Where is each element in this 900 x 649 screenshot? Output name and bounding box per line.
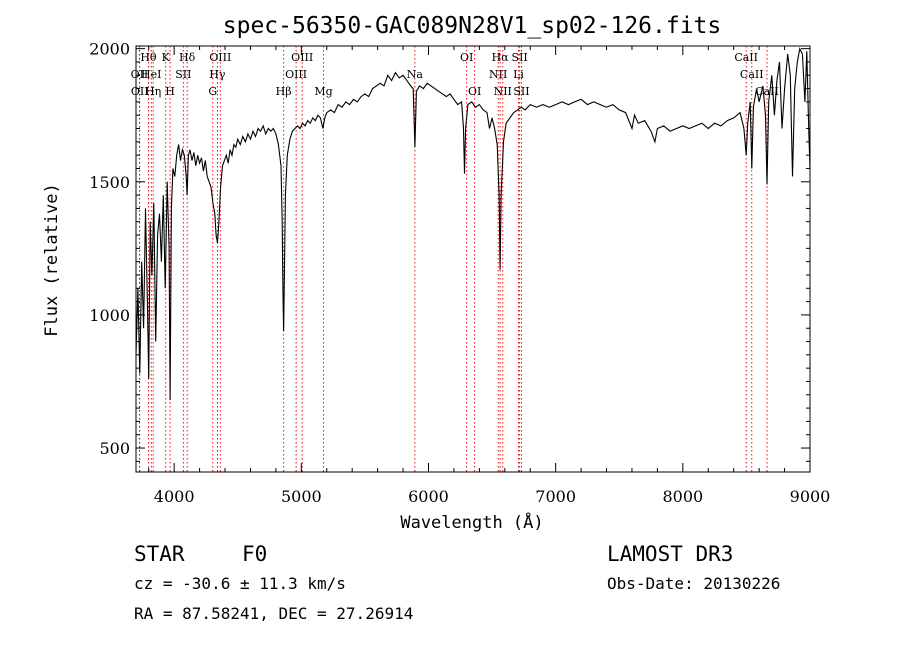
x-tick-label-4: 8000 — [662, 487, 703, 506]
line-marker-label-4: Hη — [145, 85, 161, 98]
x-tick-label-5: 9000 — [790, 487, 831, 506]
line-marker-label-6: H — [165, 85, 175, 98]
plot-frame — [135, 45, 811, 473]
line-marker-label-13: OIII — [285, 68, 307, 81]
line-marker-labels: HθOIIOIIHeIHηKHSIIHδGOIIIHγHβOIIIOIIIMgN… — [131, 51, 779, 98]
line-marker-label-20: NII — [489, 68, 507, 81]
line-marker-label-22: Li — [513, 68, 524, 81]
survey-name: LAMOST DR3 — [607, 542, 733, 566]
line-marker-label-11: Hγ — [209, 68, 226, 81]
spectrum-line — [135, 46, 811, 401]
line-marker-label-19: Hα — [492, 51, 510, 64]
line-marker-label-3: HeI — [141, 68, 161, 81]
x-tick-label-0: 4000 — [154, 487, 195, 506]
line-marker-label-17: OI — [460, 51, 473, 64]
y-axis: 500 1000 1500 2000 — [89, 40, 810, 462]
redshift-text: cz = -30.6 ± 11.3 km/s — [134, 574, 346, 593]
y-axis-label: Flux (relative) — [42, 183, 62, 337]
line-marker-label-18: OI — [468, 85, 481, 98]
line-marker-label-12: Hβ — [276, 85, 292, 98]
object-class: STAR — [134, 542, 185, 566]
line-marker-label-2: OII — [131, 85, 149, 98]
chart-title: spec-56350-GAC089N28V1_sp02-126.fits — [223, 13, 722, 39]
line-marker-label-5: K — [162, 51, 171, 64]
line-marker-label-16: Na — [407, 68, 424, 81]
y-tick-label-3: 2000 — [89, 40, 130, 59]
line-marker-label-9: G — [208, 85, 217, 98]
x-axis: 4000 5000 6000 7000 8000 9000 — [148, 46, 831, 506]
line-marker-label-24: SII — [513, 85, 529, 98]
object-subclass: F0 — [242, 542, 267, 566]
x-tick-label-1: 5000 — [281, 487, 322, 506]
line-marker-label-1: OII — [131, 68, 149, 81]
y-tick-label-0: 500 — [99, 439, 130, 458]
line-marker-label-14: OIII — [291, 51, 313, 64]
line-marker-label-15: Mg — [314, 85, 332, 98]
x-tick-label-2: 6000 — [408, 487, 449, 506]
x-axis-label: Wavelength (Å) — [400, 511, 543, 533]
x-tick-label-3: 7000 — [535, 487, 576, 506]
y-tick-label-1: 1000 — [89, 306, 130, 325]
line-marker-label-25: CaII — [734, 51, 758, 64]
line-marker-label-0: Hθ — [140, 51, 157, 64]
line-marker-label-7: SII — [175, 68, 191, 81]
y-tick-label-2: 1500 — [89, 173, 130, 192]
line-marker-label-23: SII — [512, 51, 528, 64]
line-markers — [138, 46, 768, 472]
line-marker-label-8: Hδ — [179, 51, 196, 64]
coordinates-text: RA = 87.58241, DEC = 27.26914 — [134, 604, 413, 623]
obs-date: Obs-Date: 20130226 — [607, 574, 780, 593]
line-marker-label-21: NII — [494, 85, 512, 98]
line-marker-label-26: CaII — [740, 68, 764, 81]
line-marker-label-10: OIII — [209, 51, 231, 64]
